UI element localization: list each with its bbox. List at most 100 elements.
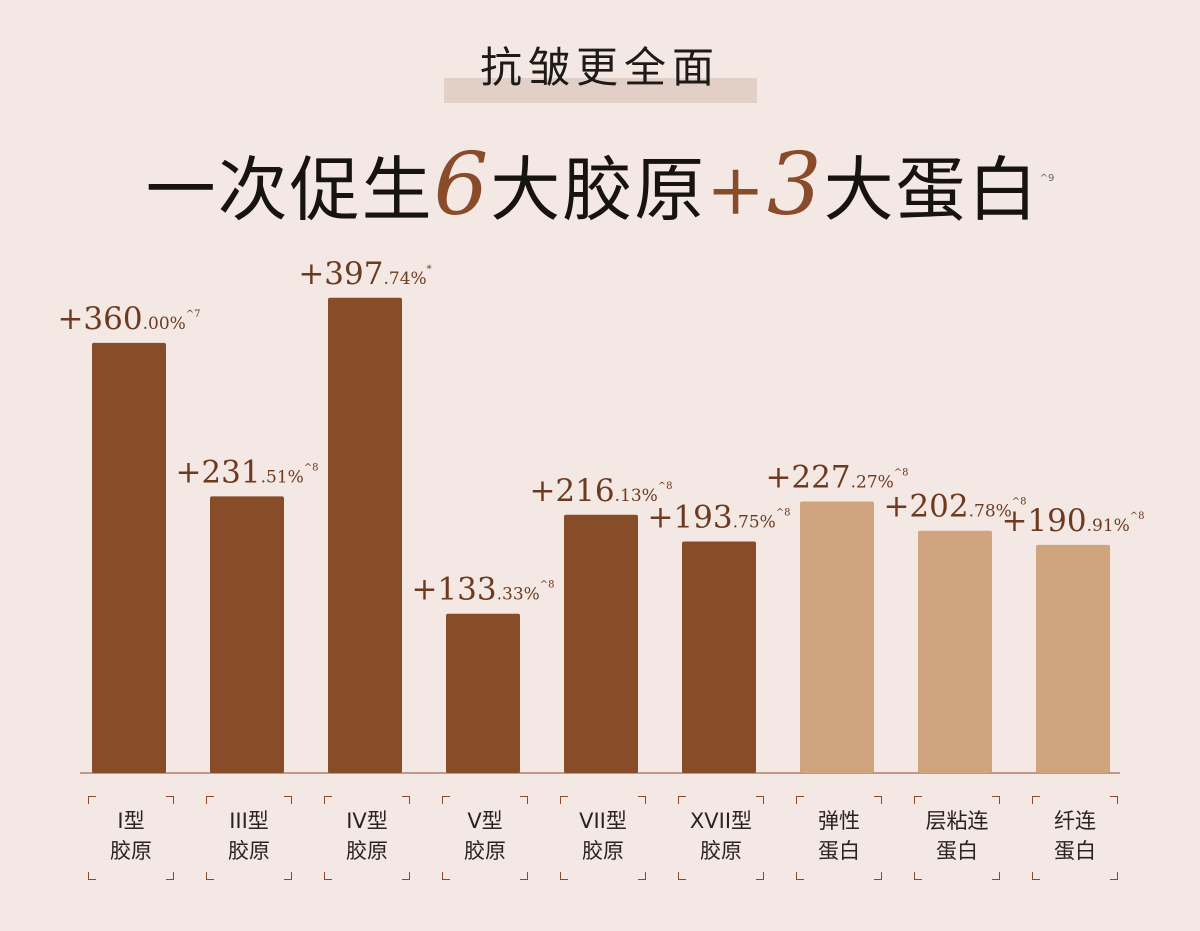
value-label-9: +190.91%^8: [1001, 503, 1144, 539]
label-frame-corner: [796, 872, 804, 880]
value-label-integer: +202: [883, 489, 968, 525]
bar-4: [446, 613, 520, 773]
label-frame-corner: [678, 872, 686, 880]
value-label-integer: +397: [298, 256, 383, 292]
label-frame-corner: [166, 872, 174, 880]
value-label-decimal: .75%: [733, 513, 776, 533]
category-label-text: V型 胶原: [464, 809, 506, 863]
category-label-text: XVII型 胶原: [689, 809, 753, 863]
category-label-6: XVII型 胶原: [678, 796, 764, 880]
value-label-5: +216.13%^8: [529, 473, 672, 509]
value-label-7: +227.27%^8: [765, 459, 908, 495]
category-label-3: IV型 胶原: [324, 796, 410, 880]
kicker-highlight-band: [444, 78, 757, 103]
label-frame-corner: [166, 796, 174, 804]
label-frame-corner: [914, 872, 922, 880]
value-label-2: +231.51%^8: [175, 454, 318, 490]
label-frame-corner: [756, 796, 764, 804]
category-label-text: 弹性 蛋白: [818, 809, 860, 863]
label-frame-corner: [324, 796, 332, 804]
category-label-text: VII型 胶原: [579, 809, 627, 863]
value-label-integer: +193: [647, 500, 732, 536]
label-frame-corner: [284, 796, 292, 804]
value-label-integer: +231: [175, 454, 260, 490]
category-label-8: 层粘连 蛋白: [914, 796, 1000, 880]
label-frame-corner: [1110, 872, 1118, 880]
category-label-text: III型 胶原: [228, 809, 270, 863]
bar-7: [800, 501, 874, 773]
value-label-decimal: .51%: [261, 467, 304, 487]
label-frame-corner: [678, 796, 686, 804]
label-frame-corner: [756, 872, 764, 880]
label-frame-corner: [402, 872, 410, 880]
value-label-footnote: ^8: [894, 467, 909, 478]
value-label-footnote: ^8: [304, 462, 319, 473]
label-frame-corner: [638, 796, 646, 804]
bar-5: [564, 514, 638, 773]
category-label-7: 弹性 蛋白: [796, 796, 882, 880]
value-label-footnote: ^8: [658, 481, 673, 492]
headline-footnote: ^9: [1039, 173, 1055, 184]
label-frame-corner: [992, 796, 1000, 804]
label-frame-corner: [402, 796, 410, 804]
bar-2: [210, 496, 284, 773]
label-frame-corner: [560, 872, 568, 880]
label-frame-corner: [88, 872, 96, 880]
label-frame-corner: [992, 872, 1000, 880]
category-label-4: V型 胶原: [442, 796, 528, 880]
label-frame-corner: [284, 872, 292, 880]
value-label-decimal: .74%: [383, 269, 426, 289]
headline: 一次促生6大胶原+3大蛋白^9: [0, 140, 1200, 231]
value-label-integer: +216: [529, 473, 614, 509]
value-label-footnote: *: [427, 264, 432, 275]
bar-8: [918, 530, 992, 773]
label-frame-corner: [520, 796, 528, 804]
label-frame-corner: [442, 872, 450, 880]
label-frame-corner: [1032, 796, 1040, 804]
label-frame-corner: [324, 872, 332, 880]
value-label-decimal: .00%: [143, 314, 186, 334]
headline-part-a: 一次促生: [145, 149, 434, 231]
value-label-3: +397.74%*: [298, 256, 431, 292]
value-label-integer: +133: [411, 572, 496, 608]
headline-plus: +: [706, 149, 767, 231]
category-label-9: 纤连 蛋白: [1032, 796, 1118, 880]
label-frame-corner: [638, 872, 646, 880]
label-frame-corner: [442, 796, 450, 804]
value-label-decimal: .33%: [497, 585, 540, 605]
category-label-1: I型 胶原: [88, 796, 174, 880]
label-frame-corner: [796, 796, 804, 804]
category-label-text: 纤连 蛋白: [1054, 809, 1096, 863]
value-label-decimal: .91%: [1087, 516, 1130, 536]
value-label-decimal: .27%: [851, 472, 894, 492]
label-frame-corner: [1032, 872, 1040, 880]
value-label-integer: +227: [765, 459, 850, 495]
value-label-4: +133.33%^8: [411, 572, 554, 608]
value-label-6: +193.75%^8: [647, 500, 790, 536]
value-label-8: +202.78%^8: [883, 489, 1026, 525]
value-label-footnote: ^8: [776, 508, 791, 519]
label-frame-corner: [560, 796, 568, 804]
value-label-integer: +190: [1001, 503, 1086, 539]
value-label-footnote: ^8: [1130, 511, 1145, 522]
category-label-text: I型 胶原: [110, 809, 152, 863]
headline-number-six: 6: [433, 135, 491, 235]
label-frame-corner: [206, 872, 214, 880]
label-frame-corner: [1110, 796, 1118, 804]
label-frame-corner: [88, 796, 96, 804]
value-label-decimal: .13%: [615, 486, 658, 506]
category-label-5: VII型 胶原: [560, 796, 646, 880]
bar-6: [682, 541, 756, 773]
headline-part-b: 大胶原: [490, 149, 707, 231]
label-frame-corner: [520, 872, 528, 880]
value-label-footnote: ^7: [186, 309, 201, 320]
value-label-1: +360.00%^7: [57, 301, 200, 337]
label-frame-corner: [914, 796, 922, 804]
category-label-text: 层粘连 蛋白: [925, 809, 989, 863]
headline-part-c: 大蛋白: [823, 149, 1040, 231]
headline-number-three: 3: [766, 135, 824, 235]
label-frame-corner: [874, 872, 882, 880]
value-label-footnote: ^8: [1012, 497, 1027, 508]
kicker: 抗皱更全面: [0, 38, 1200, 108]
